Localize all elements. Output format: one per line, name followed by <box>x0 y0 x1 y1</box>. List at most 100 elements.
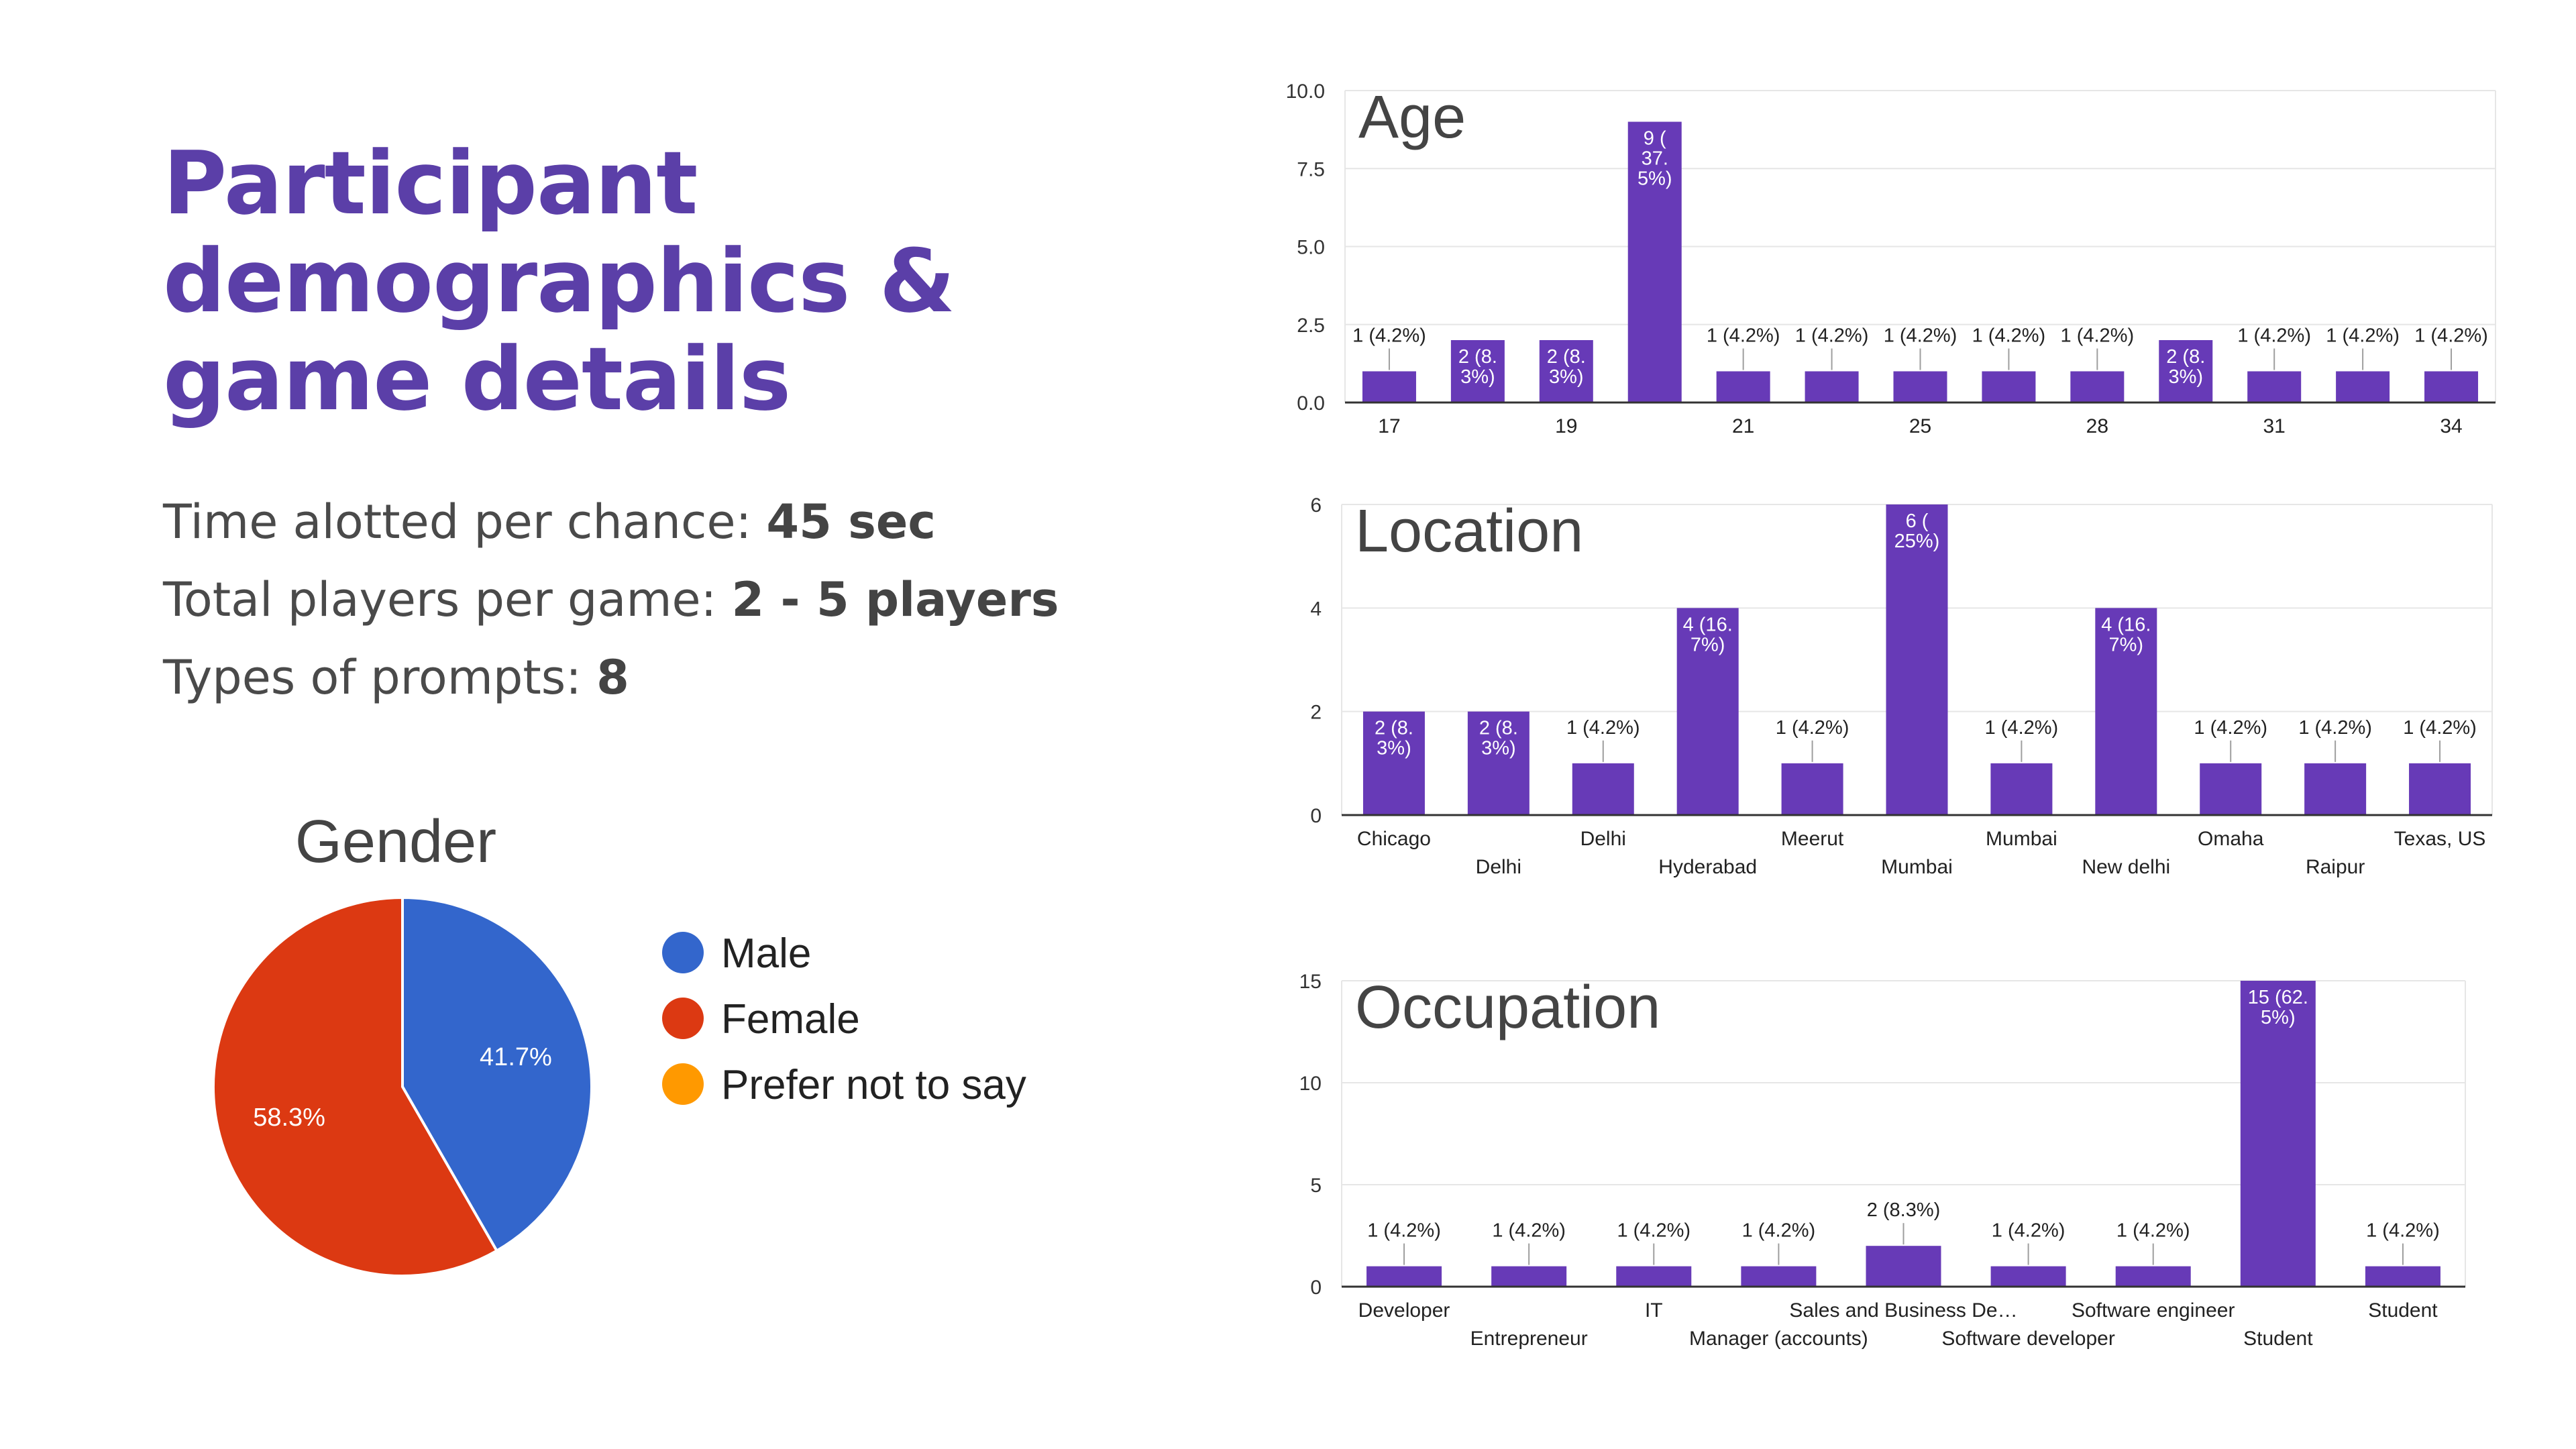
data-label: 1 (4.2%) <box>1566 717 1640 739</box>
data-label: 3%) <box>1481 738 1516 759</box>
x-tick-label: Software developer <box>1941 1328 2115 1350</box>
y-tick-label: 10 <box>1299 1073 1322 1095</box>
x-tick-label: 34 <box>2440 415 2462 437</box>
x-tick-label: 21 <box>1732 415 1754 437</box>
x-tick-label: 28 <box>2086 415 2108 437</box>
gender-pie-chart: Gender 41.7% 58.3% Male Female Prefer not to … <box>212 808 1026 1277</box>
data-label: 1 (4.2%) <box>1707 325 1780 347</box>
y-tick-label: 7.5 <box>1297 158 1325 180</box>
bar <box>1539 340 1593 402</box>
chart-title: Location <box>1355 498 1583 565</box>
x-tick-label: Sales and Business De… <box>1789 1299 2017 1322</box>
bar <box>1572 763 1634 815</box>
data-label: 3%) <box>1460 366 1495 388</box>
x-tick-label: Hyderabad <box>1658 856 1757 878</box>
detail-value: 8 <box>596 650 629 705</box>
pie-slice-label: 58.3% <box>253 1104 325 1132</box>
bar <box>1366 1266 1442 1287</box>
data-label: 1 (4.2%) <box>2403 717 2477 739</box>
x-tick-label: New delhi <box>2082 856 2170 878</box>
data-label: 2 (8. <box>2166 346 2205 368</box>
bar <box>2070 371 2125 402</box>
bar <box>1990 763 2053 815</box>
bar <box>1616 1266 1692 1287</box>
x-tick-label: Software engineer <box>2072 1299 2235 1322</box>
y-tick-label: 0 <box>1310 1277 1322 1299</box>
bar <box>1491 1266 1567 1287</box>
bar <box>2115 1266 2191 1287</box>
x-tick-label: Mumbai <box>1881 856 1953 878</box>
data-label: 1 (4.2%) <box>1972 325 2046 347</box>
x-tick-label: 31 <box>2263 415 2286 437</box>
data-label: 1 (4.2%) <box>2298 717 2372 739</box>
bar <box>1982 371 2036 402</box>
legend-label: Female <box>721 996 860 1042</box>
legend-swatch <box>662 998 704 1039</box>
pie-slice-label: 41.7% <box>480 1043 552 1071</box>
data-label: 1 (4.2%) <box>1795 325 1869 347</box>
data-label: 3%) <box>2168 366 2203 388</box>
bar <box>1893 371 1947 402</box>
bar <box>1805 371 1859 402</box>
bar <box>2200 763 2262 815</box>
x-tick-label: Student <box>2368 1299 2438 1322</box>
data-label: 6 ( <box>1906 511 1929 532</box>
pie-slice <box>401 896 593 1253</box>
data-label: 3%) <box>1377 738 1411 759</box>
data-label: 1 (4.2%) <box>1492 1220 1566 1242</box>
data-label: 5%) <box>1638 168 1672 190</box>
x-tick-label: Manager (accounts) <box>1689 1328 1868 1350</box>
legend-label: Male <box>721 930 811 977</box>
data-label: 1 (4.2%) <box>1367 1220 1441 1242</box>
x-tick-label: IT <box>1645 1299 1663 1322</box>
bar <box>1990 1266 2066 1287</box>
legend-label: Prefer not to say <box>721 1062 1026 1108</box>
data-label: 1 (4.2%) <box>2237 325 2311 347</box>
detail-value: 45 sec <box>766 494 936 549</box>
data-label: 1 (4.2%) <box>1352 325 1426 347</box>
x-tick-label: Delhi <box>1580 828 1626 850</box>
data-label: 25%) <box>1894 531 1940 552</box>
data-label: 1 (4.2%) <box>2061 325 2135 347</box>
data-label: 4 (16. <box>1683 614 1733 635</box>
x-tick-label: 17 <box>1378 415 1400 437</box>
data-label: 2 (8. <box>1479 718 1518 739</box>
bar <box>1866 1246 1941 1287</box>
legend-swatch <box>662 1063 704 1105</box>
data-label: 7%) <box>1690 634 1725 655</box>
bar <box>1362 371 1416 402</box>
detail-players-per-game: Total players per game: 2 - 5 players <box>163 561 1059 639</box>
y-tick-label: 2 <box>1310 702 1322 724</box>
data-label: 1 (4.2%) <box>2194 717 2267 739</box>
detail-label: Time alotted per chance: <box>163 494 767 549</box>
title-line: Participant <box>163 132 698 234</box>
data-label: 1 (4.2%) <box>2366 1220 2440 1242</box>
y-tick-label: 6 <box>1310 494 1322 517</box>
x-tick-label: Mumbai <box>1986 828 2057 850</box>
bar <box>1781 763 1843 815</box>
data-label: 1 (4.2%) <box>2414 325 2488 347</box>
bar <box>1362 711 1425 815</box>
bar <box>1676 608 1739 815</box>
x-tick-label: Meerut <box>1781 828 1844 850</box>
data-label: 37. <box>1642 148 1668 170</box>
bar <box>2240 981 2316 1287</box>
data-label: 15 (62. <box>2248 987 2308 1008</box>
data-label: 1 (4.2%) <box>1776 717 1849 739</box>
bar <box>2409 763 2471 815</box>
detail-prompt-types: Types of prompts: 8 <box>163 639 1059 716</box>
bar <box>1741 1266 1817 1287</box>
bar <box>2247 371 2302 402</box>
bar <box>1467 711 1529 815</box>
y-tick-label: 0.0 <box>1297 392 1325 415</box>
y-tick-label: 10.0 <box>1286 80 1325 103</box>
y-tick-label: 15 <box>1299 971 1322 993</box>
data-label: 1 (4.2%) <box>1884 325 1957 347</box>
bar <box>2304 763 2367 815</box>
occupation-bar-chart: 0 5 10 15 Occupation 1 (4.2%) Developer 1 (4.2%… <box>1299 971 2466 1350</box>
chart-title: Occupation <box>1355 974 1660 1041</box>
data-label: 1 (4.2%) <box>2326 325 2400 347</box>
bar <box>2365 1266 2440 1287</box>
